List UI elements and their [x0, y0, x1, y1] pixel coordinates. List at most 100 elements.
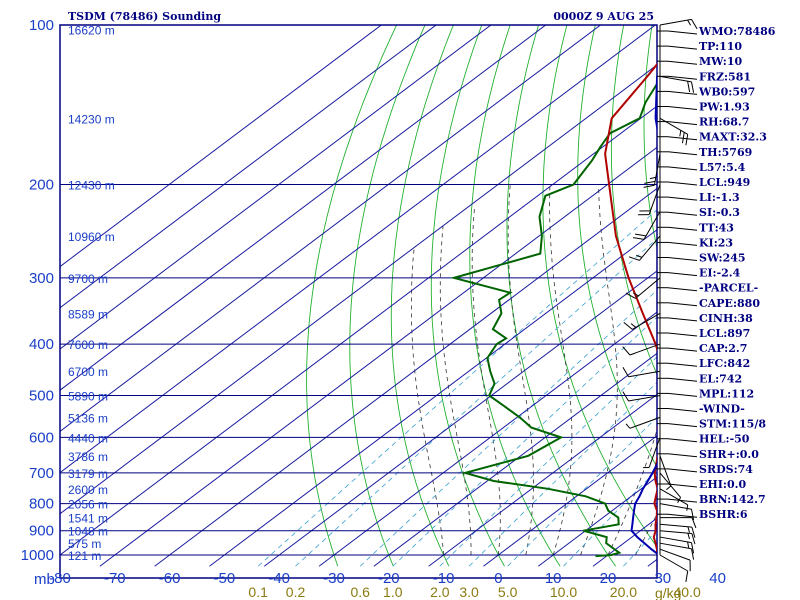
wind-barb [659, 542, 695, 560]
wind-barb [659, 554, 689, 582]
wind-barb-feather [687, 81, 691, 93]
wind-barb-half-feather [636, 254, 643, 258]
wind-barb-shaft [629, 343, 661, 356]
wind-barb [628, 235, 661, 261]
wind-barb [643, 437, 661, 469]
wind-barb-shaft [659, 554, 688, 572]
wind-barb-half-feather [687, 19, 692, 26]
index-leader [667, 60, 698, 65]
index-leader [667, 272, 698, 277]
index-entry: TP:110 [699, 40, 742, 53]
isotherm [154, 187, 657, 567]
wind-barb-feather [685, 134, 689, 146]
isotherm [60, 64, 657, 515]
index-leader [667, 90, 698, 95]
temperature-tick-label: 20 [600, 570, 617, 587]
mixing-ratio-tick-label: 0.2 [286, 584, 306, 600]
wind-barb-half-feather [630, 323, 637, 328]
wind-barb-shaft [659, 117, 688, 135]
index-entry: TH:5769 [699, 146, 752, 159]
wind-barb-shaft [659, 536, 692, 544]
index-entry: MPL:112 [699, 387, 754, 400]
mixing-ratio-tick-label: 0.1 [248, 584, 268, 600]
dry-adiabat [349, 25, 426, 567]
mixing-ratio-line [257, 209, 657, 567]
height-label: 9700 m [68, 272, 108, 286]
index-entry: SRDS:74 [699, 463, 753, 476]
height-label: 4440 m [68, 431, 108, 445]
wind-barb-shaft [628, 370, 661, 378]
index-leader [667, 151, 698, 156]
pressure-tick-label: 1000 [21, 547, 54, 564]
index-entry: STM:115/8 [699, 418, 766, 431]
wind-barb [659, 517, 697, 529]
wind-barb-feather [691, 19, 698, 30]
index-entry: LFC:842 [699, 357, 750, 370]
index-leader [667, 181, 698, 186]
dry-adiabat [766, 13, 800, 566]
wind-barb-shaft [659, 488, 688, 506]
temperature-tick-label: 10 [545, 570, 562, 587]
height-label: 121 m [68, 549, 101, 563]
index-leader [667, 332, 698, 337]
mixing-ratio-tick-label: 0.6 [350, 584, 370, 600]
isotherm [483, 435, 657, 567]
wind-barb [622, 391, 661, 402]
pressure-tick-label: 200 [29, 177, 54, 194]
wind-barb [659, 455, 672, 491]
wind-barb-feather [623, 322, 633, 330]
wind-barb-shaft [659, 503, 692, 510]
wind-barb-half-feather [679, 130, 682, 137]
height-label: 2056 m [68, 498, 108, 512]
y-axis-unit-label: mb [34, 571, 55, 588]
temperature-tick-label: 0 [494, 570, 502, 587]
pressure-tick-label: 100 [29, 17, 54, 34]
wind-barb [659, 488, 689, 511]
wind-barb [638, 184, 661, 216]
profile-line-1 [449, 82, 657, 558]
moist-adiabat [439, 226, 472, 555]
wind-barb-half-feather [687, 533, 690, 540]
wind-barb-shaft [653, 153, 661, 186]
pressure-tick-label: 800 [29, 496, 54, 513]
index-leader [667, 30, 698, 35]
index-entry: LI:-1.3 [699, 191, 740, 204]
index-entry: BSHR:6 [699, 508, 748, 521]
index-leader [667, 453, 698, 458]
temperature-tick-label: -10 [433, 570, 455, 587]
index-leader [667, 513, 698, 518]
mixing-ratio-line [295, 238, 657, 567]
wind-barb-half-feather [686, 504, 689, 511]
wind-barb-feather [691, 526, 696, 538]
height-label: 1048 m [68, 525, 108, 539]
wind-barb-feather [691, 509, 695, 521]
mixing-ratio-line [468, 381, 657, 567]
index-entry: LCL:897 [699, 327, 750, 340]
height-label: 7600 m [68, 338, 108, 352]
dry-adiabat [643, 25, 657, 250]
height-label: 5890 m [68, 389, 108, 403]
wind-barb-half-feather [625, 423, 631, 429]
wind-barb-feather [685, 570, 689, 582]
temperature-tick-label: 30 [654, 570, 671, 587]
isotherm [60, 25, 602, 433]
index-leader [667, 408, 698, 412]
wind-barb-shaft [659, 455, 672, 487]
wind-barb [622, 367, 661, 378]
isotherm [60, 25, 437, 309]
index-entry: LCL:949 [699, 176, 750, 189]
wind-barb [625, 277, 661, 299]
wind-barb-shaft [659, 523, 692, 528]
pressure-tick-label: 300 [29, 270, 54, 287]
index-entry: BRN:142.7 [699, 493, 766, 506]
dry-adiabat [610, 25, 657, 376]
index-leader [667, 45, 698, 50]
isotherm [60, 25, 657, 474]
index-entry: EL:742 [699, 372, 742, 385]
mixing-ratio-tick-label: 10.0 [550, 584, 577, 600]
wind-barb [659, 536, 695, 554]
mixing-ratio-line [563, 469, 657, 567]
mixing-ratio-line [507, 416, 657, 567]
pressure-tick-label: 900 [29, 523, 54, 540]
wind-barb-feather [691, 81, 695, 93]
